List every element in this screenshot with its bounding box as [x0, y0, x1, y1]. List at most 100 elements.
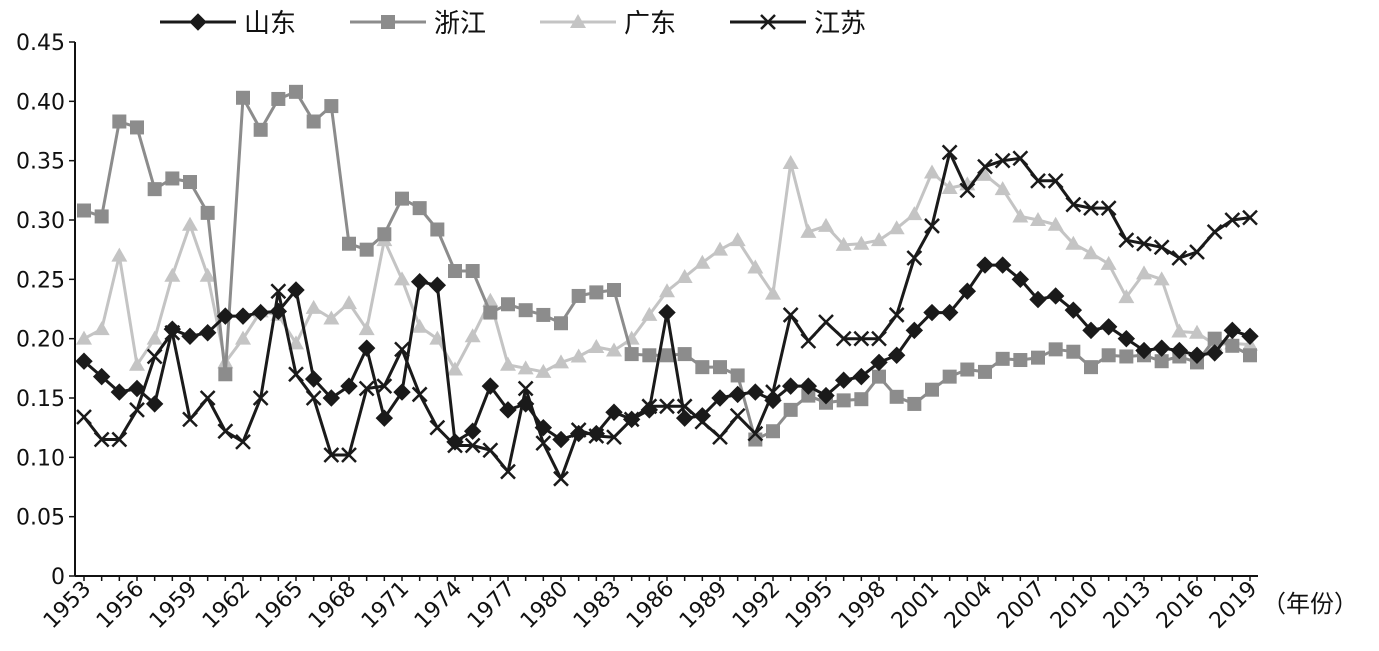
data-point	[746, 383, 765, 401]
data-point	[1012, 150, 1029, 167]
data-point	[341, 447, 357, 463]
data-point	[111, 247, 128, 262]
data-point	[1046, 287, 1065, 305]
data-point	[693, 407, 712, 425]
data-point	[782, 307, 799, 323]
data-point	[552, 430, 570, 449]
data-point	[853, 235, 870, 250]
data-point	[925, 382, 939, 397]
data-point	[429, 419, 446, 436]
data-point	[75, 352, 93, 370]
x-tick-label: 1968	[304, 577, 361, 634]
data-point	[481, 377, 500, 395]
data-point	[130, 120, 144, 135]
data-point	[183, 175, 197, 190]
data-point	[323, 310, 340, 325]
data-point	[852, 367, 871, 386]
data-point	[872, 369, 886, 384]
data-point	[1066, 344, 1081, 359]
data-point	[800, 223, 817, 238]
legend-label: 浙江	[434, 9, 486, 39]
x-tick-label: 1992	[728, 577, 785, 634]
x-tick-label: 1980	[516, 577, 573, 634]
data-point	[694, 254, 711, 269]
x-tick-label: 1995	[781, 577, 838, 634]
x-tick-label: 2013	[1099, 577, 1156, 634]
data-point	[500, 463, 516, 480]
data-point	[234, 307, 252, 325]
legend-marker	[189, 13, 207, 31]
x-tick-label: 1989	[675, 577, 732, 634]
data-point	[1100, 255, 1117, 270]
data-point	[1047, 172, 1064, 189]
data-point	[976, 256, 994, 274]
data-point	[834, 371, 853, 389]
data-point	[253, 122, 268, 137]
data-point	[799, 377, 818, 395]
data-point	[412, 201, 427, 216]
data-point	[960, 362, 975, 377]
data-point	[217, 423, 234, 440]
x-tick-label: 1956	[92, 577, 149, 634]
data-point	[464, 437, 481, 454]
data-point	[1153, 271, 1170, 286]
data-point	[112, 114, 127, 129]
data-point	[888, 307, 905, 323]
data-point	[571, 288, 586, 303]
data-point	[430, 222, 445, 237]
data-point	[164, 267, 181, 282]
data-point	[588, 338, 605, 353]
data-point	[606, 429, 622, 446]
data-point	[465, 264, 480, 279]
data-point	[660, 348, 674, 363]
data-point	[1013, 353, 1028, 368]
data-point	[357, 339, 376, 357]
data-point	[324, 99, 339, 114]
legend-marker	[760, 14, 776, 30]
data-point	[147, 182, 162, 197]
data-point	[677, 347, 692, 362]
data-point	[871, 330, 887, 347]
y-tick-label: 0.40	[16, 90, 65, 115]
data-point	[182, 216, 198, 231]
data-point	[1100, 200, 1117, 217]
data-point	[940, 303, 959, 322]
data-point	[713, 360, 727, 375]
data-point	[410, 272, 429, 291]
data-point	[836, 393, 851, 408]
data-point	[536, 307, 551, 322]
data-point	[729, 407, 746, 424]
data-point	[924, 164, 940, 179]
x-tick-label: 2007	[993, 577, 1050, 634]
data-point	[305, 299, 322, 314]
data-point	[446, 433, 464, 451]
data-point	[941, 144, 958, 161]
data-point	[1189, 244, 1205, 260]
data-point	[978, 364, 992, 379]
data-point	[1083, 200, 1099, 217]
data-point	[675, 409, 694, 427]
data-point	[518, 303, 533, 318]
data-point	[1031, 350, 1045, 365]
data-point	[641, 306, 658, 321]
data-point	[1136, 265, 1152, 280]
data-point	[570, 348, 587, 363]
data-point	[146, 330, 163, 345]
data-point	[165, 171, 180, 186]
data-point	[959, 182, 976, 199]
data-point	[464, 328, 481, 343]
data-point	[1029, 290, 1047, 309]
data-point	[1170, 341, 1189, 360]
y-tick-label: 0.30	[16, 209, 65, 234]
x-tick-label: 1953	[39, 577, 96, 634]
data-point	[393, 383, 411, 401]
data-point	[181, 327, 199, 346]
data-point	[854, 392, 869, 407]
data-point	[428, 276, 447, 294]
data-point	[463, 422, 482, 440]
legend-label: 山东	[244, 9, 296, 39]
data-point	[129, 356, 145, 371]
data-point	[853, 330, 870, 347]
data-point	[534, 418, 553, 437]
data-point	[358, 380, 375, 397]
